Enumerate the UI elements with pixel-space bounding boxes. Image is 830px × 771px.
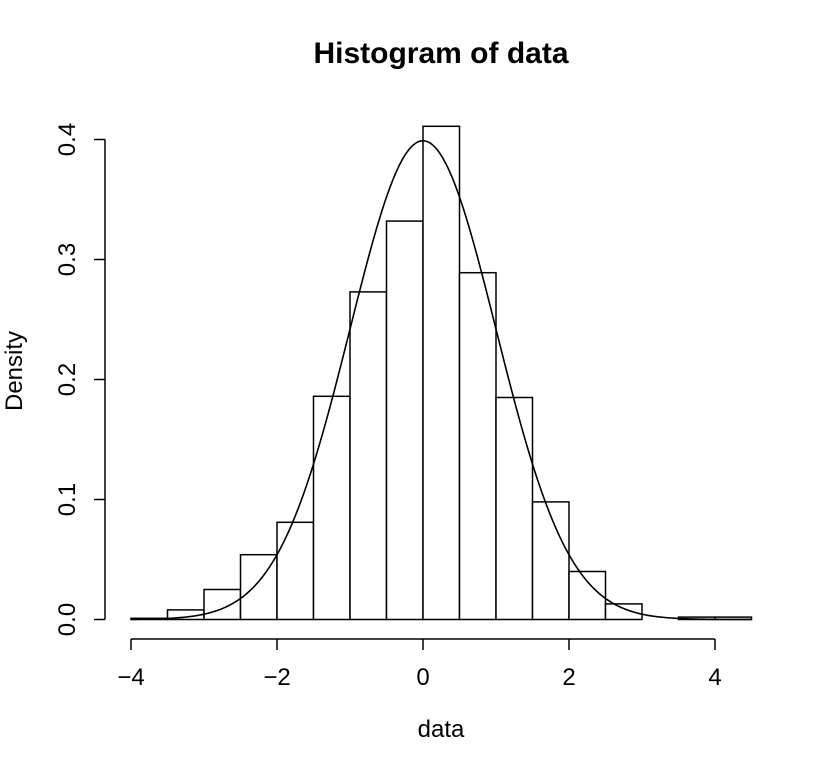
chart-title: Histogram of data	[313, 37, 568, 70]
x-tick-label: −4	[117, 664, 144, 691]
y-tick-label: 0.2	[54, 363, 81, 396]
y-tick-label: 0.0	[54, 603, 81, 636]
histogram-bar	[604, 603, 643, 621]
x-tick-label: 4	[708, 664, 721, 691]
y-tick-label: 0.1	[54, 483, 81, 516]
normal-density-curve	[130, 139, 752, 621]
histogram-bar	[531, 501, 570, 621]
histogram-bar	[458, 271, 497, 621]
y-tick-label: 0.4	[54, 123, 81, 156]
histogram-bar	[276, 521, 315, 621]
histogram-bar	[422, 125, 461, 621]
histogram-bar	[312, 395, 351, 621]
histogram-bar	[349, 291, 388, 621]
x-axis-label: data	[418, 716, 465, 743]
x-axis: −4 −2 0 2 4	[117, 638, 722, 691]
x-tick-label: −2	[263, 664, 290, 691]
histogram-bar	[385, 220, 424, 621]
y-axis: 0.0 0.1 0.2 0.3 0.4	[54, 123, 106, 636]
y-tick-label: 0.3	[54, 243, 81, 276]
y-axis-label: Density	[1, 331, 28, 411]
histogram-bar	[495, 396, 534, 621]
histogram-bars	[130, 125, 753, 621]
x-tick-label: 0	[416, 664, 429, 691]
histogram-bar	[203, 588, 242, 621]
x-tick-label: 2	[562, 664, 575, 691]
histogram-bar	[568, 570, 607, 621]
